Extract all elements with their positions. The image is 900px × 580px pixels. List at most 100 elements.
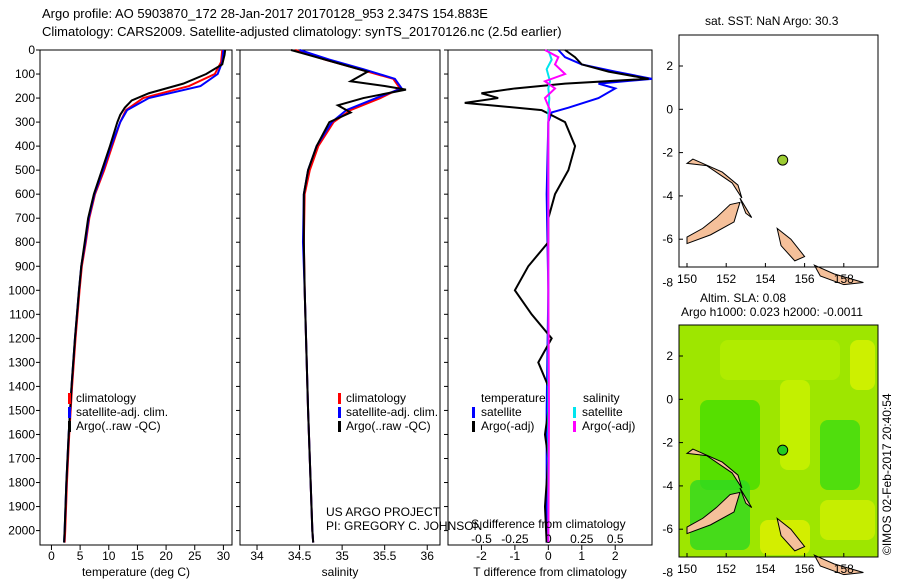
sla-patch [780, 380, 810, 470]
x-tick-label: 34.5 [288, 549, 312, 563]
y-tick-label: 600 [15, 187, 35, 201]
x-tick-label: 25 [188, 549, 202, 563]
land [686, 491, 741, 535]
x2-tick-label: 0.5 [607, 532, 624, 546]
legend-label: Argo(..raw -QC) [76, 419, 161, 433]
x2-tick-label: -0.25 [501, 532, 529, 546]
map-frame [678, 324, 879, 558]
legend-swatch [338, 393, 341, 404]
sst-map: 150 152 154 156 158 2 0 -2 -4 -6 -8 [662, 34, 879, 290]
land [776, 517, 806, 552]
title-line-1: Argo profile: AO 5903870_172 28-Jan-2017… [42, 6, 488, 21]
x-tick-label: 0 [545, 549, 552, 563]
legend-label: satellite [582, 405, 623, 419]
sla-patch [850, 340, 875, 390]
map-y-tick-label: -8 [662, 566, 673, 580]
x-tick-label: 35.5 [373, 549, 397, 563]
y-tick-label: 400 [15, 139, 35, 153]
map-x-tick-label: 156 [795, 562, 815, 576]
pi-label: PI: GREGORY C. JOHNSON [326, 519, 483, 533]
x2-tick-label: 0.25 [570, 532, 594, 546]
y-tick-label: 800 [15, 235, 35, 249]
sla-map-title-1: Altim. SLA: 0.08 [700, 291, 787, 305]
legend-heading-temperature: temperature [481, 391, 546, 405]
legend-label: satellite [481, 405, 522, 419]
legend-swatch [338, 407, 341, 418]
map-x-tick-label: 154 [755, 562, 775, 576]
legend-heading-salinity: salinity [583, 391, 620, 405]
difference-profile-frame [447, 49, 653, 546]
y-tick-label: 500 [15, 163, 35, 177]
x-axis-label: temperature (deg C) [82, 565, 190, 579]
map-y-tick-label: 0 [666, 102, 673, 116]
x-tick-label: 30 [217, 549, 231, 563]
land [813, 264, 864, 286]
land [776, 227, 806, 262]
series-s-argo [542, 49, 567, 543]
y-tick-label: 1800 [8, 476, 35, 490]
map-y-tick-label: -2 [662, 436, 673, 450]
y-tick-label: 1600 [8, 427, 35, 441]
float-marker [777, 444, 789, 456]
legend-swatch [472, 421, 475, 432]
legend-swatch [68, 421, 71, 432]
y-tick-label: 1900 [8, 500, 35, 514]
x-tick-label: 35 [335, 549, 349, 563]
map-x-tick-label: 150 [677, 272, 697, 286]
map-x-tick-label: 152 [716, 562, 736, 576]
map-y-tick-label: -2 [662, 146, 673, 160]
sla-patch [700, 400, 760, 490]
x-tick-label: 2 [612, 549, 619, 563]
y-tick-label: 100 [15, 67, 35, 81]
x-tick-label: 34 [250, 549, 264, 563]
x-tick-label: 0 [48, 549, 55, 563]
y-tick-label: 1000 [8, 283, 35, 297]
temperature-profile-frame [39, 49, 233, 546]
y-tick-label: 1100 [9, 307, 35, 321]
y-tick-label: 900 [15, 259, 35, 273]
map-frame [678, 34, 879, 268]
legend-swatch [472, 407, 475, 418]
x-axis-label: salinity [322, 565, 359, 579]
map-x-tick-label: 152 [716, 272, 736, 286]
map-y-tick-label: -8 [662, 276, 673, 290]
map-x-tick-label: 158 [834, 562, 854, 576]
x-tick-label: 5 [77, 549, 84, 563]
sla-patch [820, 500, 875, 540]
y-tick-label: 1200 [8, 331, 35, 345]
x-axis-label: T difference from climatology [473, 565, 627, 579]
map-x-tick-label: 156 [795, 272, 815, 286]
y-tick-label: 0 [28, 43, 35, 57]
legend-label: satellite-adj. clim. [76, 405, 168, 419]
series-climatology [63, 49, 224, 543]
series-argo [290, 49, 407, 543]
y-tick-label: 1300 [8, 355, 35, 369]
map-y-tick-label: -6 [662, 232, 673, 246]
y-tick-label: 700 [15, 211, 35, 225]
sst-map-title: sat. SST: NaN Argo: 30.3 [705, 14, 839, 28]
map-y-tick-label: 2 [666, 349, 673, 363]
land [739, 197, 753, 218]
map-y-tick-label: 2 [666, 59, 673, 73]
y-tick-label: 1500 [8, 403, 35, 417]
y-tick-label: 1400 [8, 379, 35, 393]
sla-map-title-2: Argo h1000: 0.023 h2000: -0.0011 [681, 305, 863, 319]
x-tick-label: 1 [578, 549, 585, 563]
salinity-profile-frame [239, 49, 441, 546]
x-tick-label: 20 [159, 549, 173, 563]
legend-label: climatology [346, 391, 406, 405]
series-t-argo [464, 49, 649, 543]
y-tick-label: 2000 [8, 524, 35, 538]
x-tick-label: 15 [131, 549, 145, 563]
land [686, 201, 741, 245]
map-x-tick-label: 154 [755, 272, 775, 286]
land [739, 487, 753, 508]
map-x-tick-label: 150 [677, 562, 697, 576]
title-line-2: Climatology: CARS2009. Satellite-adjuste… [42, 24, 562, 39]
legend-swatch [68, 393, 71, 404]
map-x-tick-label: 158 [834, 272, 854, 286]
sla-patch [820, 420, 860, 490]
map-y-tick-label: -6 [662, 522, 673, 536]
